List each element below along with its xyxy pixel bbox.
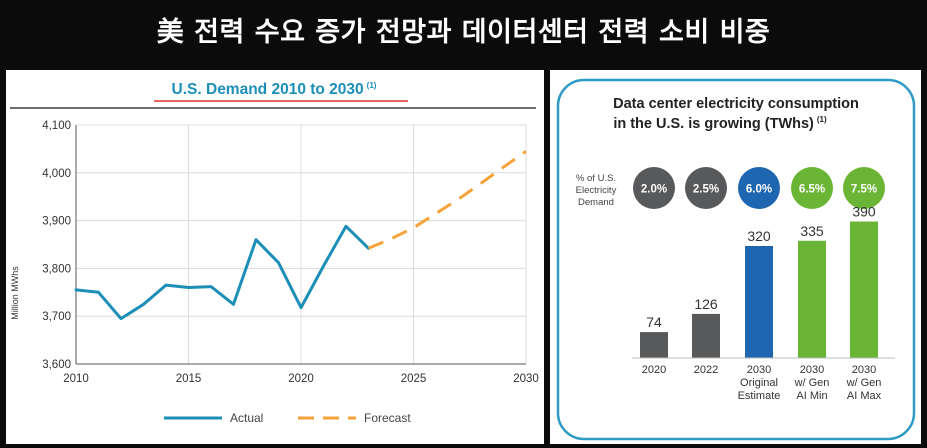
bar — [692, 313, 720, 358]
datacenter-bar-chart: Data center electricity consumption in th… — [556, 78, 916, 441]
datacenter-chart-title: Data center electricity consumption in th… — [613, 96, 859, 132]
demand-line-chart: U.S. Demand 2010 to 2030 (1) Million MWhs… — [10, 81, 539, 425]
demand-chart-title: U.S. Demand 2010 to 2030 (1) — [172, 81, 377, 98]
percent-badge-label: 7.5% — [851, 184, 877, 196]
title-line-1: Data center electricity consumption — [613, 96, 859, 112]
percent-badge — [843, 167, 885, 209]
x-tick-label: 2025 — [401, 373, 427, 385]
percent-badge-label: 2.5% — [693, 184, 719, 196]
category-label: 2030 — [747, 364, 771, 376]
demand-chart-panel: U.S. Demand 2010 to 2030 (1) Million MWhs… — [6, 70, 544, 444]
title-note: (1) — [817, 115, 827, 124]
legend-label-forecast: Forecast — [364, 411, 411, 425]
series-line-actual — [74, 224, 370, 321]
percent-badge-label: 2.0% — [641, 184, 667, 196]
bar-value-label: 335 — [800, 223, 824, 239]
y-tick-label: 4,100 — [42, 120, 71, 132]
bar-value-label: 390 — [852, 204, 876, 220]
y-tick-label: 3,800 — [42, 263, 71, 275]
y-axis-label: Million MWhs — [10, 266, 20, 320]
row-label-line: Electricity — [576, 185, 617, 196]
bar — [745, 246, 773, 358]
bar-value-label: 320 — [747, 228, 771, 244]
percent-badges: 2.0% 2.5% 6.0% 6.5% 7.5% — [633, 167, 885, 209]
y-tick-label: 3,900 — [42, 216, 71, 228]
y-tick-label: 3,700 — [42, 311, 71, 323]
x-tick-label: 2030 — [513, 373, 539, 385]
category-label: AI Min — [796, 390, 827, 402]
category-label: Original — [740, 377, 778, 389]
category-label: 2030 — [800, 364, 824, 376]
percent-badge — [685, 167, 727, 209]
series-group — [74, 150, 527, 321]
x-tick-label: 2020 — [288, 373, 314, 385]
bar — [798, 240, 826, 358]
bars-group: 74 126 320 335 390 — [640, 204, 878, 358]
category-label: w/ Gen — [794, 377, 830, 389]
percent-badge — [633, 167, 675, 209]
banner-title: 美 전력 수요 증가 전망과 데이터센터 전력 소비 비중 — [0, 0, 927, 66]
category-label: w/ Gen — [846, 377, 882, 389]
percent-badge — [738, 167, 780, 209]
x-tick-label: 2010 — [63, 373, 89, 385]
row-label-line: % of U.S. — [576, 173, 616, 184]
datacenter-chart-panel: Data center electricity consumption in th… — [550, 70, 921, 444]
percent-badge-label: 6.5% — [799, 184, 825, 196]
series-line-forecast — [367, 150, 527, 250]
bar — [850, 221, 878, 358]
category-label: 2020 — [642, 364, 666, 376]
row-label-line: Demand — [578, 197, 614, 208]
percent-badge — [791, 167, 833, 209]
axes: 3,600 3,700 3,800 3,900 4,000 4,100 2010 2015 20… — [42, 120, 539, 385]
x-tick-label: 2015 — [176, 373, 202, 385]
y-tick-label: 4,000 — [42, 168, 71, 180]
bar-value-label: 74 — [646, 314, 662, 330]
percent-badge-label: 6.0% — [746, 184, 772, 196]
bar-value-label: 126 — [694, 296, 718, 312]
grid-lines — [75, 124, 527, 365]
title-line-2: in the U.S. is growing (TWhs) (1) — [613, 115, 827, 132]
category-label: 2030 — [852, 364, 876, 376]
bar — [640, 332, 668, 358]
legend-label-actual: Actual — [230, 411, 263, 425]
y-tick-label: 3,600 — [42, 359, 71, 371]
legend: Actual Forecast — [164, 411, 411, 425]
category-label: Estimate — [738, 390, 781, 402]
category-label: AI Max — [847, 390, 882, 402]
category-label: 2022 — [694, 364, 718, 376]
